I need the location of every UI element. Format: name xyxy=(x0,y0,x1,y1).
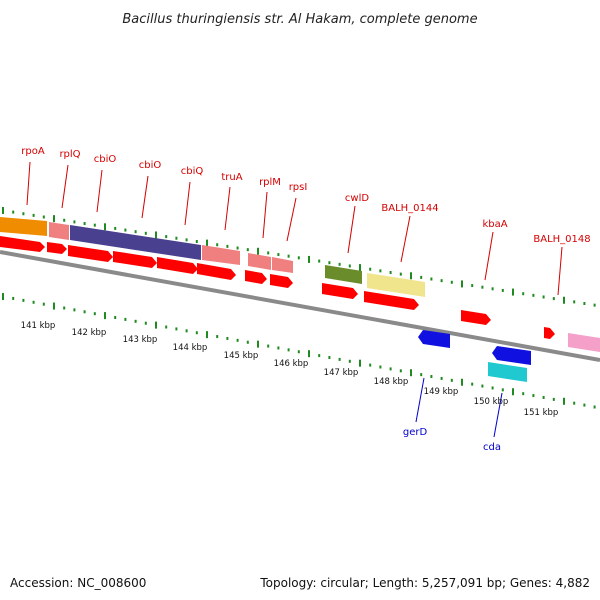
feature-cbi xyxy=(70,225,201,260)
gene-arrow xyxy=(270,274,293,288)
gene-label-truA: truA xyxy=(221,172,242,183)
kbp-label: 151 kbp xyxy=(524,408,559,418)
topology-text: Topology: circular; Length: 5,257,091 bp… xyxy=(260,576,590,590)
gene-arrow xyxy=(544,327,555,339)
gene-label-rpsI: rpsI xyxy=(289,182,308,193)
gene-arrow xyxy=(245,270,267,284)
kbp-label: 142 kbp xyxy=(72,328,107,338)
gene-arrow xyxy=(47,242,67,254)
gene-arrow-gerD xyxy=(418,330,450,348)
feature-rplQ xyxy=(49,222,69,240)
gene-arrow xyxy=(322,283,358,299)
label-leader xyxy=(400,215,411,263)
kbp-label: 147 kbp xyxy=(324,368,359,378)
gene-label-rplM: rplM xyxy=(259,177,281,188)
kbp-scale-labels: 141 kbp 142 kbp 143 kbp 144 kbp 145 kbp … xyxy=(21,321,559,418)
label-leader xyxy=(141,175,149,219)
kbp-label: 145 kbp xyxy=(224,351,259,361)
genome-backbone xyxy=(0,250,600,362)
kbp-label: 149 kbp xyxy=(424,387,459,397)
top-tick-ruler xyxy=(2,206,596,307)
label-leader xyxy=(96,169,103,213)
kbp-label: 144 kbp xyxy=(173,343,208,353)
gene-label-kbaA: kbaA xyxy=(482,219,507,230)
gene-arrow-cda xyxy=(492,346,531,365)
label-leader xyxy=(493,392,503,438)
gene-arrow xyxy=(197,263,236,280)
gene-arrow xyxy=(461,310,491,325)
feature-truA xyxy=(202,245,240,265)
label-leader xyxy=(184,181,191,226)
gene-label-cbiO-2: cbiO xyxy=(139,160,162,171)
label-leader xyxy=(484,231,494,281)
label-leader xyxy=(224,186,231,231)
gene-label-gerD: gerD xyxy=(403,427,428,438)
label-leader xyxy=(557,246,563,296)
top-gene-labels: rpoA rplQ cbiO cbiO cbiQ truA rplM rpsI … xyxy=(21,146,591,296)
label-leader xyxy=(347,205,356,254)
feature-cwlD xyxy=(325,265,362,284)
gene-arrow xyxy=(68,245,113,262)
label-leader xyxy=(61,164,69,209)
map-title: Bacillus thuringiensis str. Al Hakam, co… xyxy=(122,12,477,27)
kbp-label: 150 kbp xyxy=(474,397,509,407)
bottom-gene-labels: gerD cda xyxy=(403,377,503,453)
kbp-label: 143 kbp xyxy=(123,335,158,345)
feature-track-upper xyxy=(0,217,600,352)
bottom-tick-ruler xyxy=(2,293,596,409)
label-leader xyxy=(415,377,425,423)
feature-rpsI xyxy=(272,257,293,273)
gene-arrow xyxy=(364,291,419,310)
gene-label-BALH_0148: BALH_0148 xyxy=(533,234,590,245)
gene-label-BALH_0144: BALH_0144 xyxy=(381,203,438,214)
feature-rplM xyxy=(248,253,271,270)
label-leader xyxy=(26,161,31,206)
kbp-label: 148 kbp xyxy=(374,377,409,387)
feature-cda xyxy=(488,362,527,382)
feature-rpoA xyxy=(0,217,47,236)
gene-track-forward xyxy=(0,236,555,339)
gene-label-rplQ: rplQ xyxy=(59,149,80,160)
feature-BALH_0148 xyxy=(568,333,600,352)
gene-label-rpoA: rpoA xyxy=(21,146,45,157)
gene-track-reverse xyxy=(418,330,531,382)
gene-label-cbiO-1: cbiO xyxy=(94,154,117,165)
label-leader xyxy=(286,197,297,242)
gene-label-cwlD: cwlD xyxy=(345,193,369,204)
feature-BALH_0144 xyxy=(367,273,425,297)
gene-arrow xyxy=(113,251,157,268)
label-leader xyxy=(262,191,268,239)
gene-arrow xyxy=(0,236,45,252)
gene-label-cda: cda xyxy=(483,442,501,453)
gene-arrow xyxy=(157,257,198,274)
kbp-label: 146 kbp xyxy=(274,359,309,369)
accession-text: Accession: NC_008600 xyxy=(10,576,147,590)
kbp-label: 141 kbp xyxy=(21,321,56,331)
gene-label-cbiQ: cbiQ xyxy=(181,166,204,177)
